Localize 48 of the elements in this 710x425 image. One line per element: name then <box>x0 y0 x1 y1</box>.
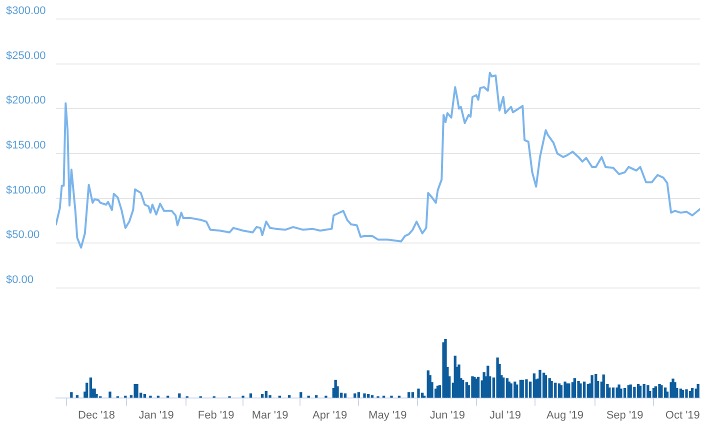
bar <box>544 375 548 398</box>
bar <box>300 392 302 398</box>
bar <box>612 387 615 398</box>
bar <box>646 385 650 398</box>
bar <box>417 388 420 398</box>
bar <box>268 395 272 398</box>
y-tick-label: $250.00 <box>6 50 46 62</box>
x-tick-label: Oct '19 <box>665 409 700 422</box>
y-tick-label: $150.00 <box>6 140 46 152</box>
x-tick-label: Sep '19 <box>606 409 644 422</box>
bar <box>411 392 414 398</box>
x-tick-label: Jun '19 <box>430 409 465 422</box>
bar <box>608 387 611 398</box>
bar <box>685 389 688 398</box>
x-tick-label: Apr '19 <box>312 409 348 422</box>
bar <box>573 378 576 398</box>
x-tick-label: Aug '19 <box>546 409 584 422</box>
bar <box>538 370 542 398</box>
bar <box>602 374 605 398</box>
bar <box>525 379 528 398</box>
bar <box>444 339 447 398</box>
y-tick-label: $200.00 <box>6 94 46 107</box>
bar <box>623 388 626 398</box>
y-tick-label: $0.00 <box>6 274 34 286</box>
x-tick-label: Jan '19 <box>138 409 174 422</box>
y-tick-label: $300.00 <box>6 5 46 18</box>
x-tick-label: May '19 <box>368 409 407 422</box>
y-tick-label: $50.00 <box>6 229 40 242</box>
x-tick-label: Dec '18 <box>78 409 115 422</box>
bar <box>582 382 586 398</box>
bar <box>554 382 557 398</box>
bar <box>633 386 636 398</box>
bar <box>590 375 594 398</box>
bar <box>363 393 366 398</box>
x-tick-label: Mar '19 <box>252 409 288 422</box>
bar <box>642 384 646 398</box>
bar <box>690 388 694 398</box>
x-tick-label: Jul '19 <box>490 409 521 422</box>
bar <box>550 381 553 398</box>
bar <box>696 384 700 398</box>
x-tick-label: Feb '19 <box>198 409 234 422</box>
y-tick-label: $100.00 <box>6 184 46 196</box>
bar <box>408 392 410 398</box>
bar <box>620 388 622 398</box>
bar <box>108 392 112 398</box>
bar <box>357 392 360 398</box>
bar <box>70 392 73 398</box>
bar <box>264 391 268 398</box>
